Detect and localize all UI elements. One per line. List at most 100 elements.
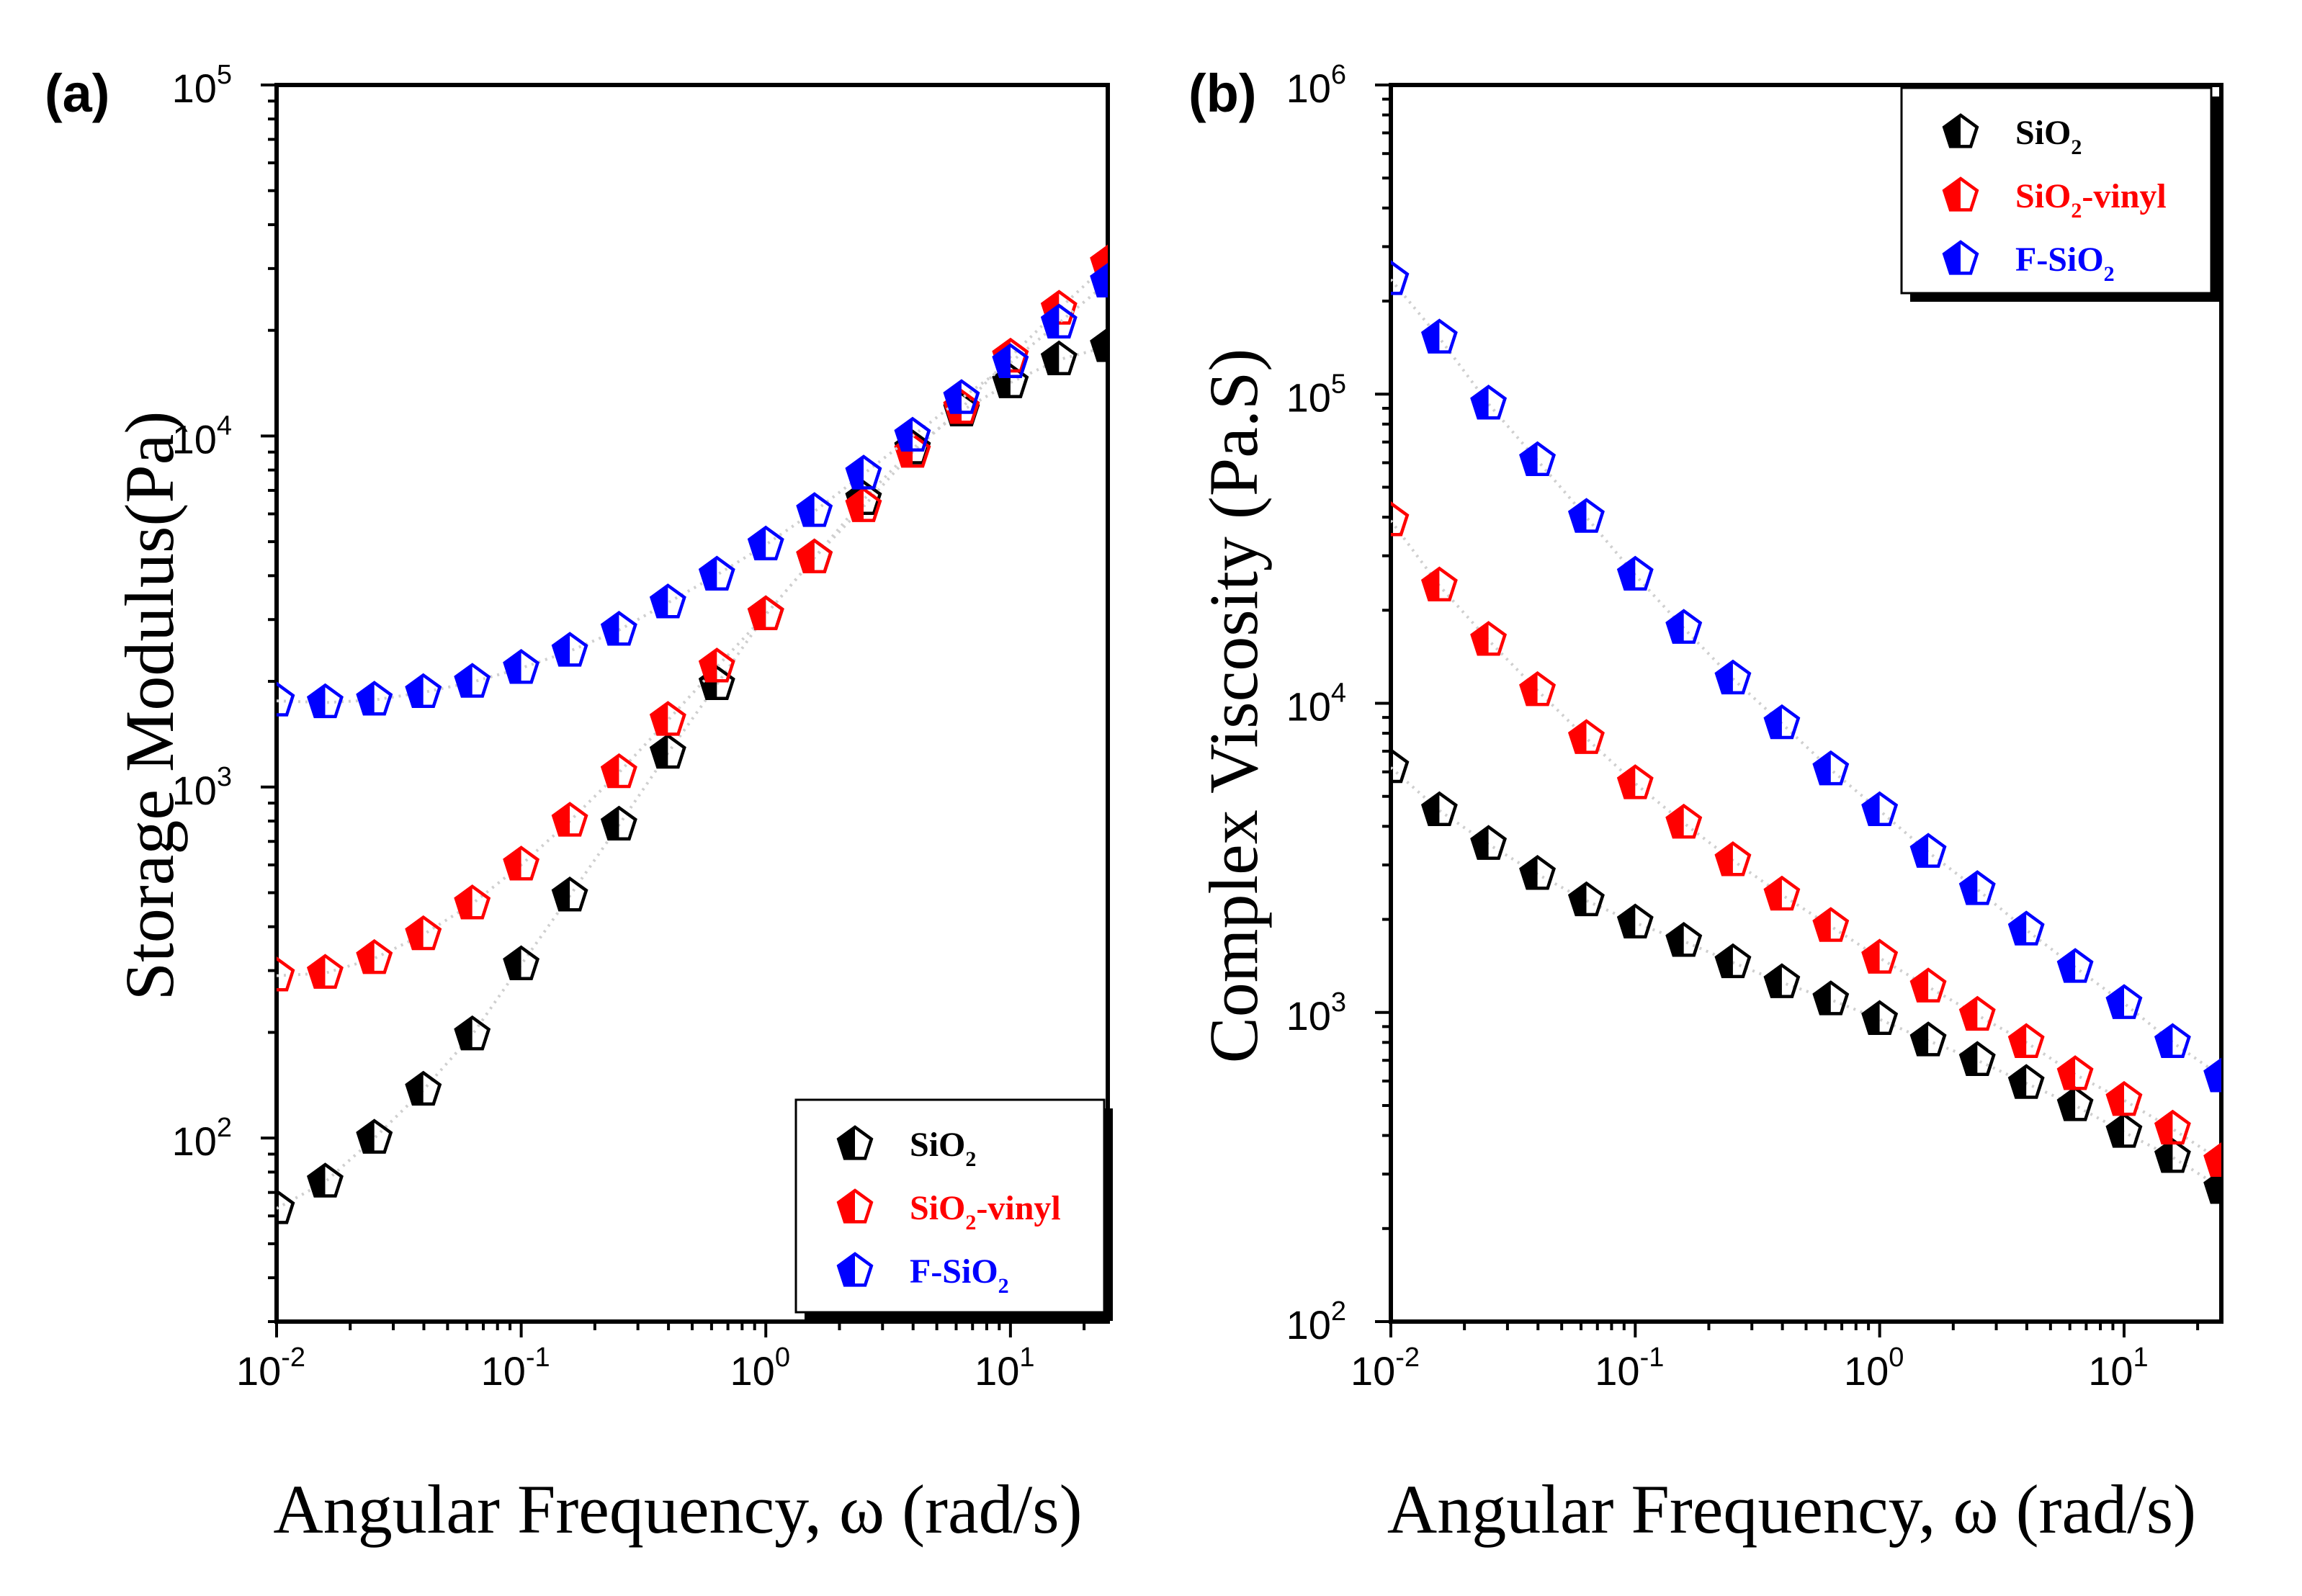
- data-point: [1391, 501, 1410, 537]
- data-point: [551, 877, 588, 912]
- legend-entry: SiO2-vinyl: [910, 1189, 1061, 1234]
- data-point: [2007, 1064, 2045, 1099]
- legend-marker: [836, 1252, 874, 1287]
- data-point: [2007, 1023, 2045, 1059]
- data-point: [1958, 995, 1996, 1031]
- legend-marker: [1942, 240, 1979, 275]
- plot-area: [277, 244, 1108, 1224]
- data-point: [649, 701, 686, 736]
- series-line: [277, 345, 1108, 1210]
- y-tick-label: 104: [172, 411, 232, 462]
- data-point: [1665, 803, 1703, 839]
- data-point: [747, 525, 784, 561]
- data-point: [306, 954, 344, 989]
- data-point: [1040, 303, 1078, 339]
- data-point: [1567, 719, 1605, 754]
- y-tick-label: 103: [1286, 987, 1346, 1039]
- data-point: [2105, 1113, 2143, 1148]
- x-tick-label: 100: [1844, 1342, 1904, 1394]
- legend: SiO2 SiO2-vinyl F-SiO2: [1900, 86, 2220, 302]
- legend-marker: [836, 1188, 874, 1224]
- data-point: [454, 884, 491, 920]
- data-point: [1763, 704, 1801, 740]
- data-point: [503, 945, 540, 980]
- legend: SiO2 SiO2-vinyl F-SiO2: [794, 1098, 1113, 1321]
- data-point: [943, 379, 980, 414]
- x-axis-title: Angular Frequency, ω (rad/s): [1387, 1471, 2196, 1548]
- x-tick-label: 101: [2088, 1342, 2148, 1394]
- y-tick-label: 102: [172, 1113, 232, 1164]
- data-point: [1812, 907, 1850, 942]
- data-point: [454, 1015, 491, 1051]
- data-point: [1420, 566, 1458, 601]
- series-SiO2: [277, 327, 1108, 1224]
- legend-entry: SiO2-vinyl: [2015, 177, 2167, 223]
- data-point: [1470, 385, 1508, 420]
- x-tick-label: 10-1: [1595, 1342, 1664, 1394]
- data-point: [2203, 1169, 2221, 1204]
- data-point: [306, 1162, 344, 1198]
- data-point: [1958, 870, 1996, 905]
- data-point: [2007, 910, 2045, 946]
- data-point: [1567, 881, 1605, 917]
- legend-marker: [836, 1125, 874, 1160]
- data-point: [1519, 671, 1557, 707]
- data-point: [1665, 609, 1703, 644]
- panel-b: (b) 10-2 10-1 100 101 102 103 104 105 106 Complex …: [1188, 60, 2223, 1548]
- y-tick-label: 104: [1286, 678, 1346, 730]
- series-line: [277, 280, 1108, 704]
- data-point: [845, 454, 882, 490]
- data-point: [698, 555, 735, 591]
- legend-entry: SiO2: [910, 1126, 976, 1171]
- x-axis-title: Angular Frequency, ω (rad/s): [273, 1471, 1082, 1548]
- x-tick-label: 10-1: [481, 1342, 550, 1394]
- data-point: [845, 487, 882, 522]
- data-point: [551, 802, 588, 837]
- data-point: [503, 649, 540, 684]
- data-point: [1470, 621, 1508, 656]
- data-point: [1714, 659, 1752, 695]
- data-point: [1616, 764, 1654, 799]
- data-point: [698, 647, 735, 683]
- data-point: [405, 915, 442, 951]
- data-point: [1861, 938, 1899, 974]
- data-point: [2154, 1138, 2191, 1173]
- data-point: [1714, 841, 1752, 877]
- data-point: [1470, 825, 1508, 860]
- x-axis-ticks: [275, 1322, 1086, 1337]
- data-point: [356, 681, 393, 716]
- data-point: [992, 343, 1029, 378]
- legend-marker: [1942, 113, 1979, 148]
- data-point: [1090, 327, 1108, 362]
- y-axis-ticks: [1375, 84, 1391, 1323]
- data-point: [796, 492, 833, 527]
- legend-entry: F-SiO2: [910, 1252, 1009, 1298]
- data-point: [356, 1118, 393, 1154]
- data-point: [2154, 1109, 2191, 1145]
- x-axis-ticks: [1389, 1322, 2200, 1337]
- data-point: [1958, 1041, 1996, 1076]
- x-tick-label: 101: [975, 1342, 1034, 1394]
- data-point: [1861, 791, 1899, 827]
- x-tick-label: 10-2: [1351, 1342, 1420, 1394]
- data-point: [2154, 1023, 2191, 1059]
- data-point: [1909, 967, 1947, 1003]
- x-tick-label: 10-2: [236, 1342, 305, 1394]
- data-point: [405, 1070, 442, 1106]
- legend-entry: F-SiO2: [2015, 241, 2115, 286]
- data-point: [600, 753, 637, 789]
- data-point: [2056, 1086, 2094, 1121]
- data-point: [1812, 980, 1850, 1016]
- data-point: [1519, 441, 1557, 477]
- legend-entry: SiO2: [2015, 114, 2082, 159]
- y-tick-label: 102: [1286, 1296, 1346, 1348]
- y-axis-ticks: [261, 84, 277, 1323]
- data-point: [1090, 262, 1108, 297]
- series-F-SiO2: [277, 262, 1108, 719]
- data-point: [1420, 318, 1458, 354]
- data-point: [2105, 1080, 2143, 1116]
- data-point: [796, 538, 833, 574]
- data-point: [306, 683, 344, 719]
- series-SiO2-vinyl: [1391, 501, 2221, 1178]
